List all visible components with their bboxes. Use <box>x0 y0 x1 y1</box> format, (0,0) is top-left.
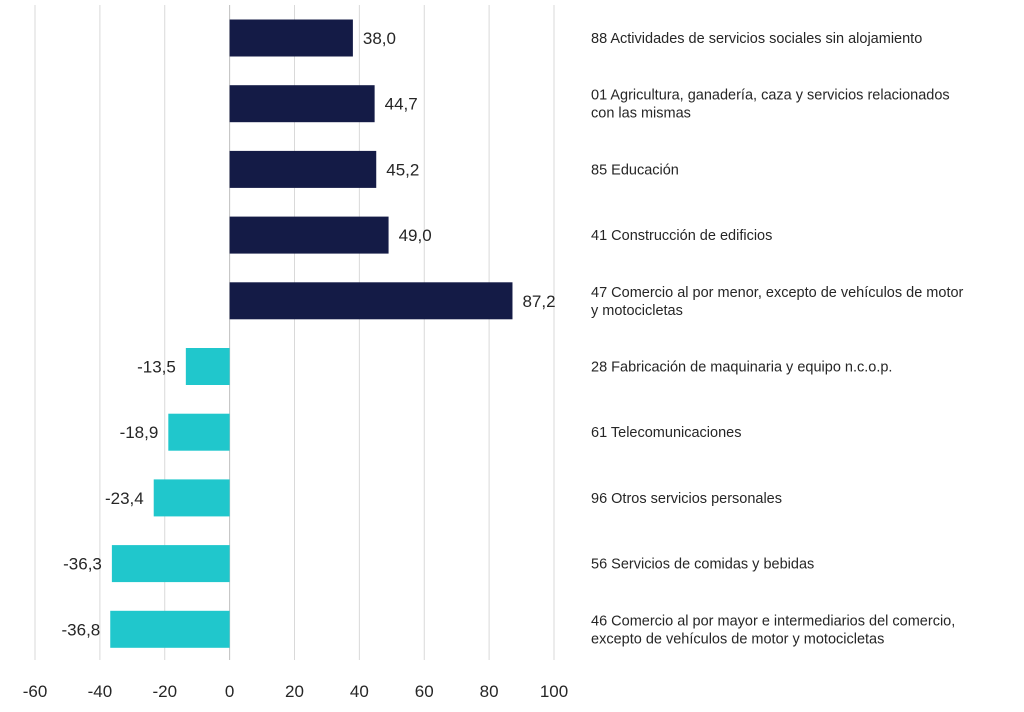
category-label-line: 61 Telecomunicaciones <box>591 425 741 441</box>
category-label-line: 88 Actividades de servicios sociales sin… <box>591 31 922 47</box>
x-tick-label: 20 <box>285 682 304 701</box>
category-label: 47 Comercio al por menor, excepto de veh… <box>591 285 964 319</box>
category-label-line: 85 Educación <box>591 162 679 178</box>
category-label-line: 47 Comercio al por menor, excepto de veh… <box>591 285 964 301</box>
bar <box>168 413 230 451</box>
data-label: -36,8 <box>62 620 101 639</box>
data-label: -18,9 <box>120 423 159 442</box>
data-labels: 38,0 44,7 45,2 49,0 87,2 -13,5 -18,9 -23,4 -36,3… <box>62 29 556 639</box>
x-tick-label: -60 <box>23 682 48 701</box>
data-label: 87,2 <box>522 292 555 311</box>
x-tick-label: 60 <box>415 682 434 701</box>
data-label: 49,0 <box>399 226 432 245</box>
bar <box>229 19 353 57</box>
bar <box>153 479 230 517</box>
bar <box>229 150 377 188</box>
bars <box>110 19 513 648</box>
category-labels: 88 Actividades de servicios sociales sin… <box>591 31 964 647</box>
category-label-line: excepto de vehículos de motor y motocicl… <box>591 631 884 647</box>
category-label: 56 Servicios de comidas y bebidas <box>591 557 814 573</box>
category-label: 85 Educación <box>591 162 679 178</box>
x-tick-label: 0 <box>225 682 234 701</box>
x-tick-label: 80 <box>480 682 499 701</box>
bar <box>111 545 230 583</box>
data-label: 38,0 <box>363 29 396 48</box>
category-label: 96 Otros servicios personales <box>591 491 782 507</box>
x-tick-label: 100 <box>540 682 568 701</box>
bar <box>229 85 375 123</box>
category-label-line: 96 Otros servicios personales <box>591 491 782 507</box>
bar <box>110 610 230 648</box>
category-label-line: 28 Fabricación de maquinaria y equipo n.… <box>591 360 892 376</box>
category-label: 88 Actividades de servicios sociales sin… <box>591 31 922 47</box>
category-label: 41 Construcción de edificios <box>591 228 772 244</box>
category-label: 61 Telecomunicaciones <box>591 425 741 441</box>
category-label: 46 Comercio al por mayor e intermediario… <box>591 613 955 647</box>
category-label-line: 41 Construcción de edificios <box>591 228 772 244</box>
category-label: 01 Agricultura, ganadería, caza y servic… <box>591 88 950 122</box>
x-tick-label: -40 <box>88 682 113 701</box>
x-tick-label: -20 <box>152 682 177 701</box>
category-label-line: 56 Servicios de comidas y bebidas <box>591 557 814 573</box>
data-label: -13,5 <box>137 358 176 377</box>
category-label-line: 01 Agricultura, ganadería, caza y servic… <box>591 88 950 104</box>
category-label: 28 Fabricación de maquinaria y equipo n.… <box>591 360 892 376</box>
data-label: -23,4 <box>105 489 144 508</box>
category-label-line: y motocicletas <box>591 303 683 319</box>
bar <box>229 216 389 254</box>
data-label: 44,7 <box>385 95 418 114</box>
bar <box>229 282 513 320</box>
bar <box>185 348 230 385</box>
x-tick-label: 40 <box>350 682 369 701</box>
category-label-line: 46 Comercio al por mayor e intermediario… <box>591 613 955 629</box>
data-label: -36,3 <box>63 555 102 574</box>
category-label-line: con las mismas <box>591 106 691 122</box>
x-axis-ticks: -60 -40 -20 0 20 40 60 80 100 <box>23 682 568 701</box>
data-label: 45,2 <box>386 160 419 179</box>
